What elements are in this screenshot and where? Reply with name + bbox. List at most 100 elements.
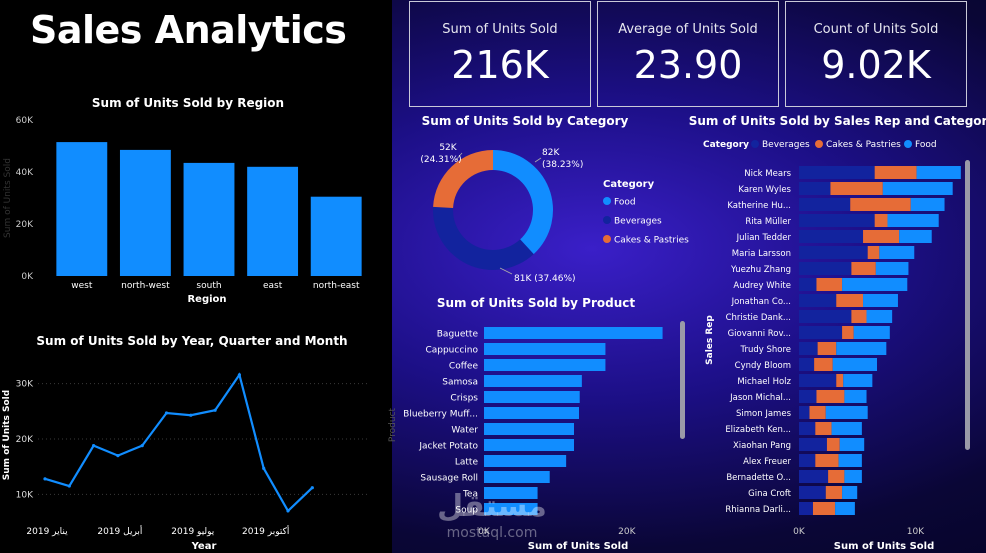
legend-label[interactable]: Food [614, 198, 636, 208]
data-point[interactable] [286, 509, 290, 513]
bar-segment[interactable] [816, 390, 845, 403]
bar-segment[interactable] [828, 470, 845, 483]
bar-north-west[interactable] [119, 149, 171, 276]
legend-label[interactable]: Cakes & Pastries [614, 236, 689, 246]
bar-product[interactable] [484, 423, 574, 435]
bar-segment[interactable] [830, 182, 883, 195]
product-bar-chart[interactable]: Sum of Units Sold by Product Product Bague… [388, 296, 663, 552]
data-point[interactable] [92, 444, 96, 448]
data-point[interactable] [67, 484, 71, 488]
bar-segment[interactable] [874, 214, 888, 227]
bar-segment[interactable] [799, 310, 852, 323]
bar-segment[interactable] [817, 342, 837, 355]
category-donut-chart[interactable]: Sum of Units Sold by Category 82K (38.23%)… [420, 114, 689, 284]
kpi-card-count[interactable]: Count of Units Sold 9.02K [785, 1, 967, 107]
data-point[interactable] [164, 411, 169, 415]
bar-segment[interactable] [799, 326, 843, 339]
bar-segment[interactable] [842, 486, 858, 499]
region-bar-chart[interactable]: Sum of Units Sold by Region 0K 20K 40K 60K Su… [3, 96, 362, 305]
slice-food[interactable] [493, 150, 554, 255]
bar-segment[interactable] [887, 214, 939, 227]
series-line[interactable] [44, 372, 314, 513]
bar-product[interactable] [484, 407, 579, 419]
bar-segment[interactable] [799, 438, 827, 451]
bar-segment[interactable] [799, 198, 851, 211]
bar-segment[interactable] [825, 486, 843, 499]
bar-segment[interactable] [799, 390, 817, 403]
slice-cakes-pastries[interactable] [433, 150, 493, 208]
bar-segment[interactable] [815, 422, 832, 435]
bar-segment[interactable] [809, 406, 826, 419]
bar-segment[interactable] [874, 166, 917, 179]
bar-product[interactable] [484, 391, 580, 403]
bar-segment[interactable] [844, 470, 862, 483]
bar-segment[interactable] [832, 358, 878, 371]
bar-segment[interactable] [863, 294, 898, 307]
data-point[interactable] [310, 486, 314, 490]
bar-product[interactable] [484, 327, 663, 339]
bar-segment[interactable] [799, 166, 875, 179]
bar-segment[interactable] [850, 198, 911, 211]
bar-segment[interactable] [899, 230, 932, 243]
bar-segment[interactable] [839, 438, 865, 451]
bar-segment[interactable] [799, 486, 826, 499]
bar-segment[interactable] [799, 246, 868, 259]
bar-segment[interactable] [843, 374, 873, 387]
bar-segment[interactable] [867, 246, 880, 259]
bar-segment[interactable] [838, 454, 862, 467]
data-point[interactable] [43, 477, 47, 481]
bar-segment[interactable] [835, 502, 855, 515]
bar-segment[interactable] [815, 454, 839, 467]
data-point[interactable] [213, 408, 217, 412]
bar-segment[interactable] [799, 502, 813, 515]
bar-segment[interactable] [853, 326, 890, 339]
bar-product[interactable] [484, 375, 582, 387]
bar-east[interactable] [247, 166, 299, 276]
bar-segment[interactable] [836, 342, 887, 355]
bar-segment[interactable] [910, 198, 945, 211]
salesrep-stacked-bar-chart[interactable]: Sum of Units Sold by Sales Rep and Categ… [689, 114, 986, 552]
bar-segment[interactable] [799, 278, 817, 291]
bar-segment[interactable] [825, 406, 868, 419]
bar-segment[interactable] [799, 454, 816, 467]
data-point[interactable] [116, 454, 120, 458]
bar-product[interactable] [484, 503, 538, 515]
bar-segment[interactable] [851, 310, 867, 323]
bar-north-east[interactable] [310, 196, 362, 276]
bar-segment[interactable] [799, 182, 831, 195]
bar-segment[interactable] [844, 390, 867, 403]
bar-segment[interactable] [831, 422, 862, 435]
bar-segment[interactable] [799, 358, 815, 371]
bar-segment[interactable] [916, 166, 961, 179]
bar-product[interactable] [484, 487, 538, 499]
bar-segment[interactable] [814, 358, 833, 371]
legend-label[interactable]: Beverages [614, 217, 662, 227]
kpi-card-average[interactable]: Average of Units Sold 23.90 [597, 1, 779, 107]
bar-product[interactable] [484, 343, 606, 355]
timeline-line-chart[interactable]: Sum of Units Sold by Year, Quarter and M… [2, 334, 370, 552]
bar-segment[interactable] [799, 374, 837, 387]
bar-segment[interactable] [799, 262, 852, 275]
bar-segment[interactable] [826, 438, 840, 451]
bar-segment[interactable] [799, 422, 816, 435]
legend-label[interactable]: Beverages [762, 140, 810, 150]
slice-beverages[interactable] [433, 206, 534, 271]
bar-segment[interactable] [799, 230, 864, 243]
bar-segment[interactable] [799, 470, 829, 483]
salesrep-scrollbar[interactable] [965, 160, 970, 450]
bar-product[interactable] [484, 455, 567, 467]
bar-segment[interactable] [842, 278, 908, 291]
bar-product[interactable] [484, 359, 606, 371]
bar-segment[interactable] [882, 182, 953, 195]
bar-segment[interactable] [816, 278, 843, 291]
bar-segment[interactable] [799, 294, 837, 307]
bar-product[interactable] [484, 471, 550, 483]
bar-segment[interactable] [866, 310, 893, 323]
bar-segment[interactable] [879, 246, 915, 259]
bar-product[interactable] [484, 439, 574, 451]
data-point[interactable] [262, 466, 266, 470]
bar-segment[interactable] [842, 326, 854, 339]
bar-segment[interactable] [863, 230, 900, 243]
legend-label[interactable]: Cakes & Pastries [826, 140, 901, 150]
bar-segment[interactable] [799, 342, 818, 355]
